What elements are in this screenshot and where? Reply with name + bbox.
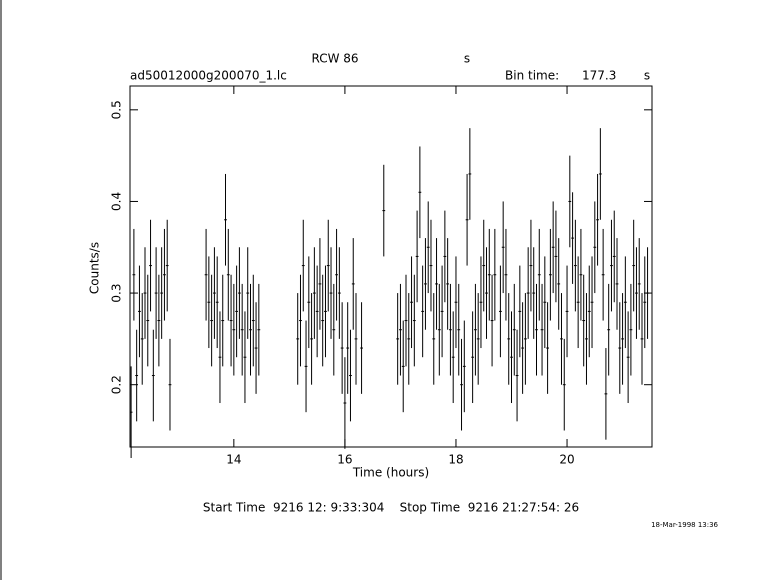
x-tick-label: 16: [337, 453, 352, 467]
file-name: ad50012000g200070_1.lc: [130, 69, 287, 83]
x-tick-label: 14: [226, 453, 241, 467]
y-tick-label: 0.3: [110, 284, 124, 303]
y-tick-label: 0.2: [110, 375, 124, 394]
bin-unit: s: [644, 69, 650, 83]
date-stamp: 18-Mar-1998 13:36: [651, 521, 718, 529]
title-unit: s: [464, 52, 470, 66]
y-tick-label: 0.4: [110, 192, 124, 211]
bin-label: Bin time:: [505, 69, 559, 83]
x-axis-label: Time (hours): [352, 466, 429, 480]
footer: Start Time 9216 12: 9:33:304 Stop Time 9…: [203, 501, 579, 515]
y-tick-label: 0.5: [110, 100, 124, 119]
x-tick-label: 18: [448, 453, 463, 467]
plot-frame: [129, 85, 653, 448]
bin-value: 177.3: [582, 69, 616, 83]
y-axis-label: Counts/s: [88, 242, 102, 294]
x-tick-label: 20: [559, 453, 574, 467]
chart-title: RCW 86: [311, 52, 358, 66]
